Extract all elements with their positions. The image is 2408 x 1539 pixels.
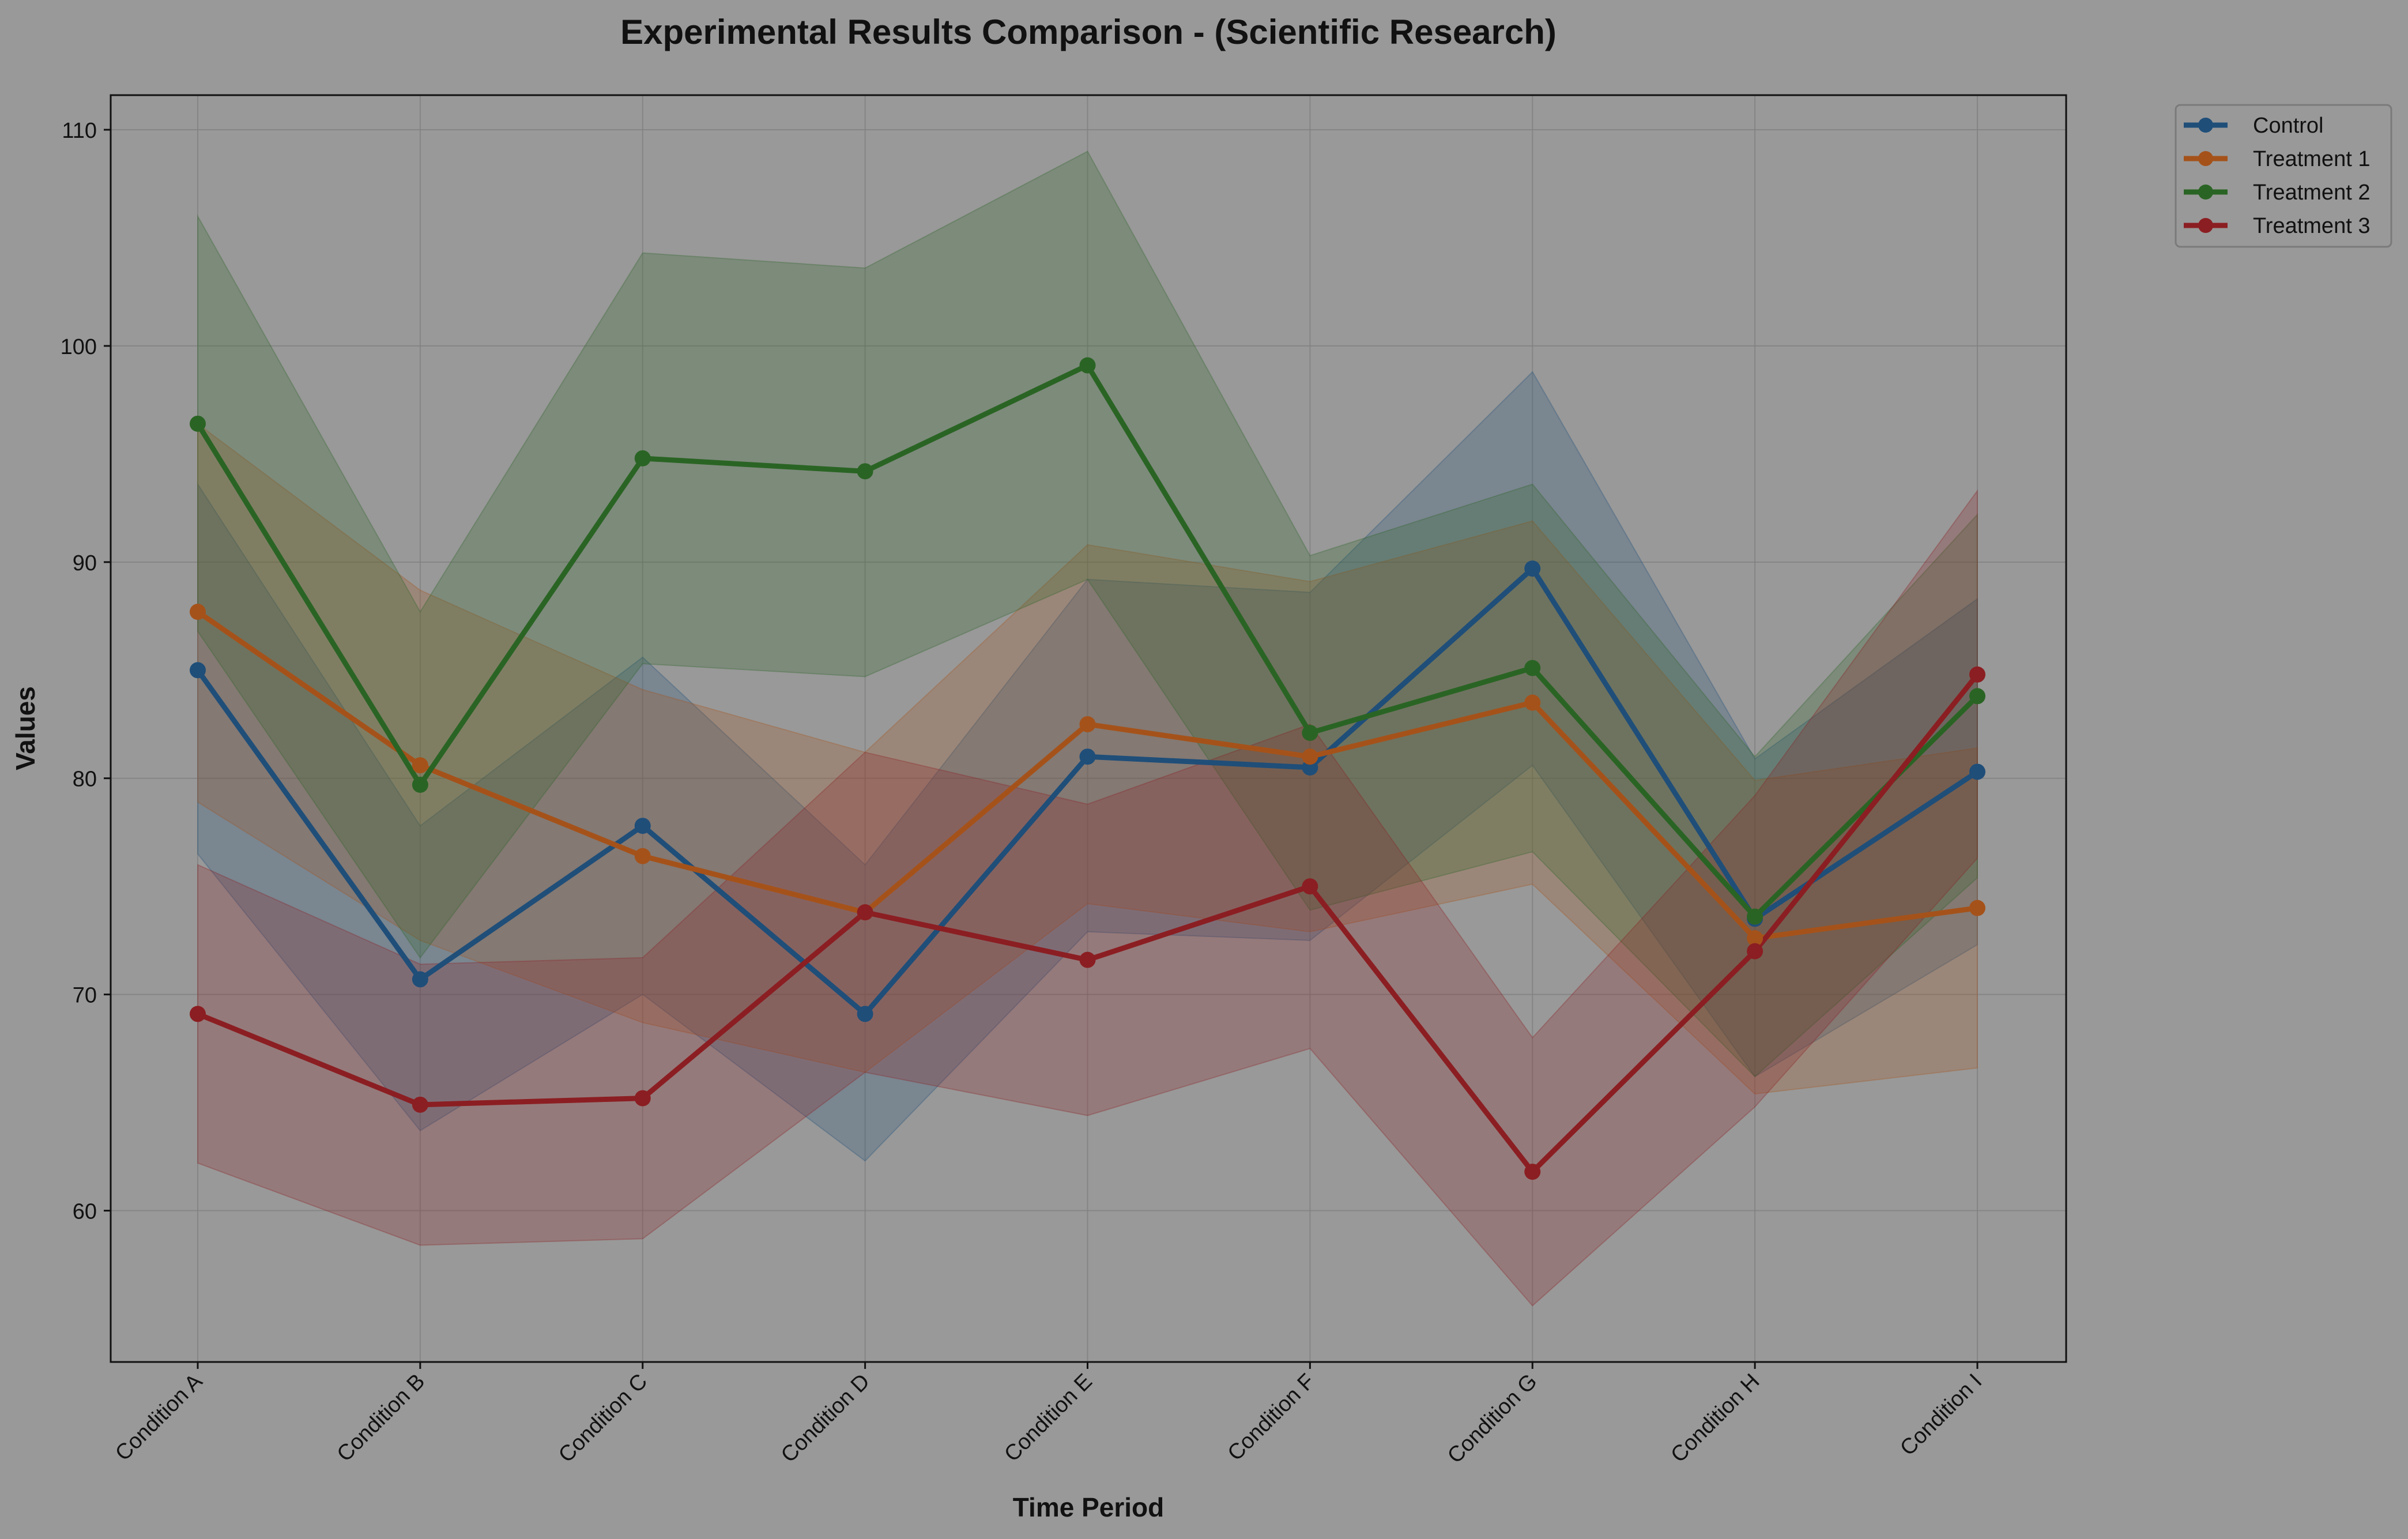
y-tick-label: 100 [61, 335, 97, 359]
y-tick-label: 80 [73, 767, 97, 792]
data-point [634, 450, 651, 466]
data-point [1524, 560, 1541, 577]
data-point [1302, 724, 1318, 741]
legend: Control Treatment 1 Treatment 2 Treatment 3 [2175, 104, 2392, 248]
data-point [1969, 666, 1985, 683]
y-tick-label: 60 [73, 1200, 97, 1224]
data-point [190, 662, 206, 679]
data-point [1747, 943, 1763, 959]
data-point [1524, 1164, 1541, 1180]
data-point [857, 463, 873, 480]
legend-label: Control [2253, 114, 2324, 138]
data-point [1079, 357, 1096, 374]
y-tick-label: 90 [73, 551, 97, 575]
data-point [1969, 900, 1985, 916]
data-point [1079, 748, 1096, 765]
data-point [190, 1006, 206, 1022]
data-point [190, 604, 206, 620]
legend-marker [2198, 185, 2213, 200]
y-tick-label: 110 [62, 119, 97, 143]
legend-label: Treatment 3 [2253, 214, 2370, 238]
legend-marker [2198, 151, 2213, 166]
data-point [190, 415, 206, 432]
series-points [190, 357, 1985, 1180]
data-point [412, 1096, 428, 1113]
data-point [1079, 951, 1096, 968]
data-point [634, 1090, 651, 1107]
data-point [1524, 694, 1541, 711]
data-point [1747, 908, 1763, 925]
confidence-band-3 [197, 150, 1978, 1078]
data-point [1747, 930, 1763, 947]
data-point [857, 1006, 873, 1022]
y-axis-label: Values [10, 686, 40, 770]
y-tick-label: 70 [73, 984, 97, 1008]
data-point [1969, 688, 1985, 705]
data-point [634, 818, 651, 834]
legend-marker [2198, 218, 2213, 233]
data-point [634, 848, 651, 864]
legend-label: Treatment 1 [2253, 147, 2370, 171]
data-point [1302, 878, 1318, 895]
legend-marker [2198, 118, 2213, 133]
data-point [412, 776, 428, 793]
data-point [412, 971, 428, 988]
data-point [1302, 748, 1318, 765]
y-axis-ticks: 60 70 80 90 100 110 [61, 119, 111, 1224]
data-point [857, 904, 873, 921]
data-point [412, 757, 428, 774]
legend-box [2175, 104, 2392, 248]
data-point [1079, 716, 1096, 733]
chart-title: Experimental Results Comparison - (Scien… [620, 13, 1557, 51]
data-point [1524, 660, 1541, 676]
x-axis-label: Time Period [1013, 1492, 1164, 1522]
data-point [1969, 763, 1985, 780]
legend-label: Treatment 2 [2253, 180, 2370, 205]
